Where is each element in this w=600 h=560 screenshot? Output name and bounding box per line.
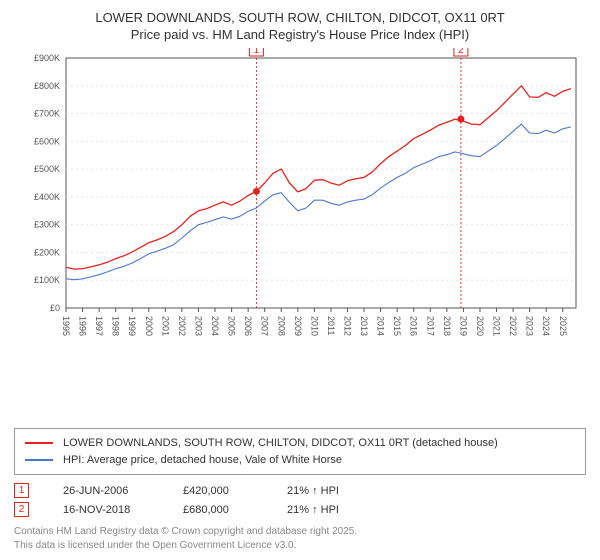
svg-text:2011: 2011 [326, 316, 336, 335]
svg-text:£700K: £700K [34, 109, 60, 119]
svg-text:2012: 2012 [342, 316, 352, 336]
svg-text:2022: 2022 [508, 316, 518, 336]
svg-text:2025: 2025 [558, 316, 568, 336]
svg-text:2007: 2007 [260, 316, 270, 336]
svg-text:£800K: £800K [34, 81, 60, 91]
annotation-row-1: 1 26-JUN-2006 £420,000 21% ↑ HPI [14, 483, 586, 498]
annotation-row-2: 2 16-NOV-2018 £680,000 21% ↑ HPI [14, 502, 586, 517]
legend-label-series1: LOWER DOWNLANDS, SOUTH ROW, CHILTON, DID… [63, 435, 498, 452]
title-subtitle: Price paid vs. HM Land Registry's House … [14, 27, 586, 42]
svg-text:2009: 2009 [293, 316, 303, 336]
svg-text:1998: 1998 [111, 316, 121, 336]
svg-text:1995: 1995 [61, 316, 71, 336]
chart-svg: £0 £100K £200K £300K £400K £500K £600K £700K £80… [14, 48, 586, 350]
svg-text:£900K: £900K [34, 53, 60, 63]
svg-text:£0: £0 [50, 303, 60, 313]
legend: LOWER DOWNLANDS, SOUTH ROW, CHILTON, DID… [14, 428, 586, 475]
svg-text:2018: 2018 [442, 316, 452, 336]
svg-text:£500K: £500K [34, 164, 60, 174]
chart-titles: LOWER DOWNLANDS, SOUTH ROW, CHILTON, DID… [14, 10, 586, 42]
annotation-price-2: £680,000 [183, 504, 253, 516]
chart-area: £0 £100K £200K £300K £400K £500K £600K £700K £80… [14, 48, 586, 424]
footer: Contains HM Land Registry data © Crown c… [14, 525, 586, 552]
svg-text:2006: 2006 [243, 316, 253, 336]
annotation-date-2: 16-NOV-2018 [63, 504, 149, 516]
svg-text:1996: 1996 [78, 316, 88, 336]
svg-text:1999: 1999 [127, 316, 137, 336]
svg-text:2004: 2004 [210, 316, 220, 336]
annotation-badge-1: 1 [14, 483, 29, 498]
svg-text:2002: 2002 [177, 316, 187, 336]
svg-text:2003: 2003 [193, 316, 203, 336]
svg-text:2021: 2021 [492, 316, 502, 336]
svg-text:2013: 2013 [359, 316, 369, 336]
annotation-note-2: 21% ↑ HPI [287, 504, 339, 516]
svg-text:2020: 2020 [475, 316, 485, 336]
svg-text:2: 2 [458, 48, 464, 56]
svg-text:2008: 2008 [276, 316, 286, 336]
svg-text:2000: 2000 [144, 316, 154, 336]
annotation-date-1: 26-JUN-2006 [63, 485, 149, 497]
annotation-note-1: 21% ↑ HPI [287, 485, 339, 497]
svg-text:2023: 2023 [525, 316, 535, 336]
footer-line2: This data is licensed under the Open Gov… [14, 539, 586, 553]
annotation-price-1: £420,000 [183, 485, 253, 497]
svg-text:2005: 2005 [227, 316, 237, 336]
legend-swatch-series1 [25, 442, 53, 444]
svg-text:£100K: £100K [34, 275, 60, 285]
svg-text:£200K: £200K [34, 247, 60, 257]
svg-text:2024: 2024 [541, 316, 551, 336]
svg-text:£600K: £600K [34, 136, 60, 146]
svg-text:2014: 2014 [376, 316, 386, 336]
legend-row-series2: HPI: Average price, detached house, Vale… [25, 452, 575, 469]
svg-text:2010: 2010 [309, 316, 319, 336]
legend-swatch-series2 [25, 459, 53, 461]
title-address: LOWER DOWNLANDS, SOUTH ROW, CHILTON, DID… [14, 10, 586, 25]
legend-row-series1: LOWER DOWNLANDS, SOUTH ROW, CHILTON, DID… [25, 435, 575, 452]
footer-line1: Contains HM Land Registry data © Crown c… [14, 525, 586, 539]
svg-text:1: 1 [254, 48, 260, 56]
svg-text:2015: 2015 [392, 316, 402, 336]
annotation-badge-2: 2 [14, 502, 29, 517]
legend-label-series2: HPI: Average price, detached house, Vale… [63, 452, 342, 469]
svg-text:2017: 2017 [425, 316, 435, 336]
svg-text:2001: 2001 [160, 316, 170, 336]
annotation-table: 1 26-JUN-2006 £420,000 21% ↑ HPI 2 16-NO… [14, 483, 586, 521]
svg-text:£400K: £400K [34, 192, 60, 202]
svg-text:2019: 2019 [458, 316, 468, 336]
svg-text:£300K: £300K [34, 220, 60, 230]
svg-text:1997: 1997 [94, 316, 104, 336]
svg-text:2016: 2016 [409, 316, 419, 336]
